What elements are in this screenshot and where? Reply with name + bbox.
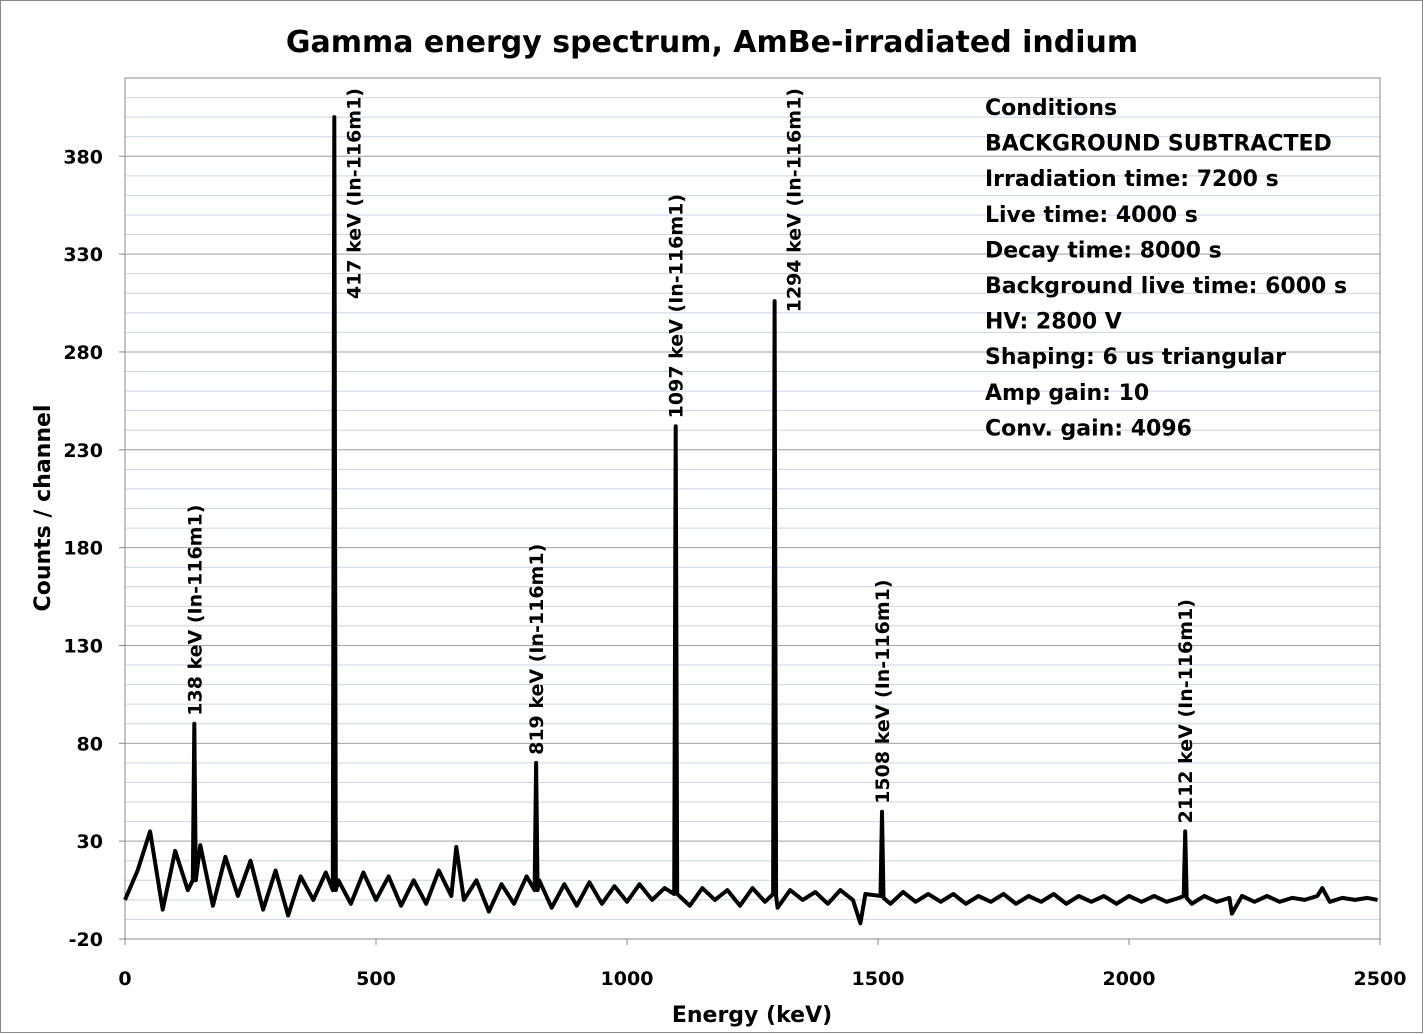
y-tick-label: 230 (63, 440, 103, 462)
x-tick-label: 0 (118, 968, 131, 990)
x-tick-label: 2500 (1354, 968, 1407, 990)
y-tick-label: 180 (63, 538, 103, 560)
condition-line: Background live time: 6000 s (985, 274, 1347, 299)
condition-line: Shaping: 6 us triangular (985, 345, 1286, 370)
x-tick-label: 500 (356, 968, 396, 990)
x-tick-label: 1000 (601, 968, 654, 990)
condition-line: Conditions (985, 96, 1117, 121)
y-tick-label: -20 (69, 929, 103, 951)
condition-line: HV: 2800 V (985, 310, 1122, 335)
y-tick-label: 380 (63, 146, 103, 168)
x-tick-label: 1500 (852, 968, 905, 990)
y-tick-label: 280 (63, 342, 103, 364)
plot-area (123, 115, 1378, 926)
y-tick-label: 130 (63, 635, 103, 657)
condition-line: Conv. gain: 4096 (985, 416, 1192, 441)
peak-label: 417 keV (In-116m1) (343, 88, 365, 299)
y-tick-label: 80 (77, 733, 103, 755)
condition-line: Live time: 4000 s (985, 203, 1198, 228)
peak-label: 1294 keV (In-116m1) (784, 88, 806, 312)
peak-label: 138 keV (In-116m1) (184, 505, 206, 716)
spectrum-line (123, 115, 1378, 926)
condition-line: BACKGROUND SUBTRACTED (985, 132, 1332, 157)
peak-label: 1508 keV (In-116m1) (872, 579, 894, 803)
chart-title: Gamma energy spectrum, AmBe-irradiated i… (286, 25, 1138, 60)
peak-label: 2112 keV (In-116m1) (1175, 599, 1197, 823)
condition-line: Amp gain: 10 (985, 381, 1149, 406)
y-tick-label: 30 (77, 831, 103, 853)
x-tick-label: 2000 (1103, 968, 1156, 990)
y-axis-label: Counts / channel (31, 405, 56, 612)
condition-line: Decay time: 8000 s (985, 238, 1222, 263)
peak-label: 819 keV (In-116m1) (526, 544, 548, 755)
plot-frame (124, 77, 1381, 940)
peak-label: 1097 keV (In-116m1) (666, 194, 688, 418)
y-tick-label: 330 (63, 244, 103, 266)
condition-line: Irradiation time: 7200 s (985, 167, 1279, 192)
x-axis-label: Energy (keV) (672, 1003, 832, 1028)
